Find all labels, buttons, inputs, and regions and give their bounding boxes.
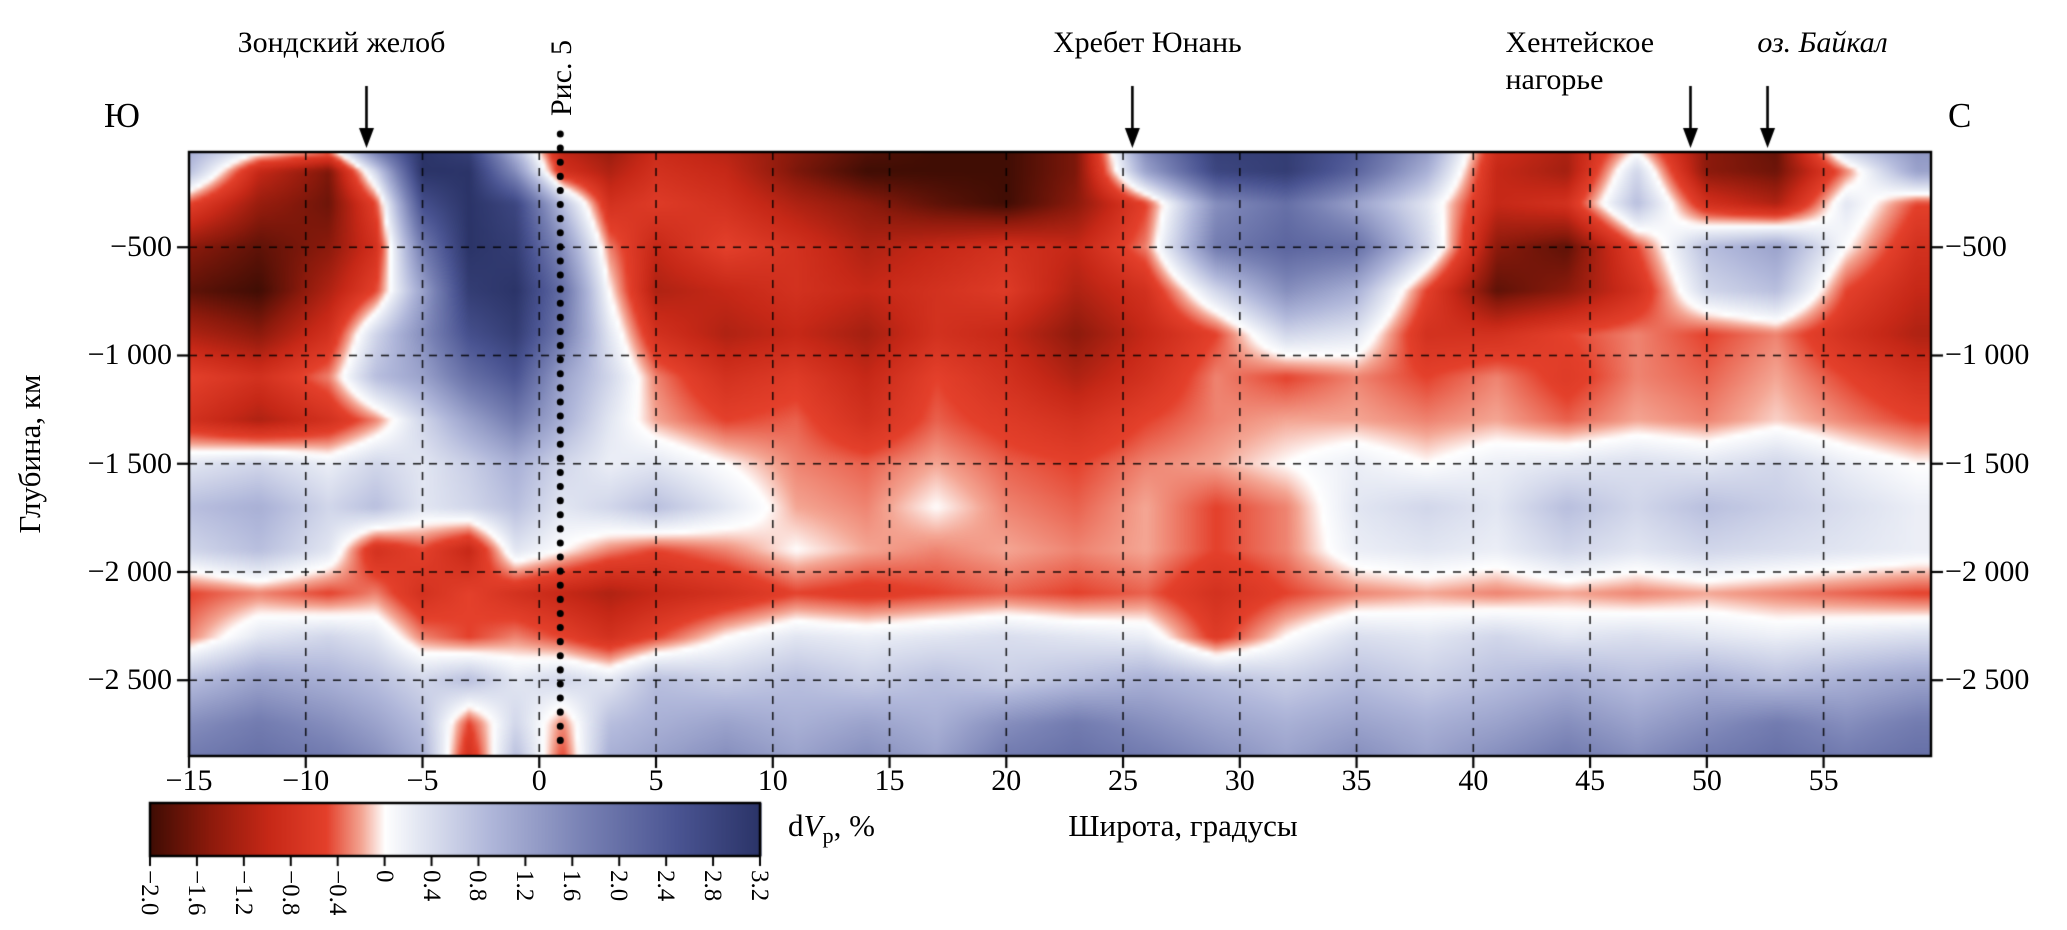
colorbar-tick-label: 0.4 (417, 870, 445, 902)
feature-annotation-line: Зондский желоб (237, 26, 446, 59)
feature-annotation-line: Хребет Юнань (1053, 26, 1242, 59)
feature-annotation: Зондский желоб (238, 24, 446, 61)
colorbar-tick-label: 3.2 (746, 870, 773, 902)
y-axis-tick-label-left: −2 000 (87, 554, 172, 588)
x-tick-label: −15 (165, 764, 213, 797)
colorbar-tick-label: −2.0 (136, 870, 163, 916)
colorbar-tick-label: 0.8 (464, 870, 492, 902)
x-tick-label: 50 (1691, 764, 1722, 797)
colorbar-tick-label: 1.2 (511, 870, 539, 902)
colorbar-tick-label: 2.8 (699, 870, 727, 902)
y-axis-tick-label-right: −2 500 (1945, 663, 2030, 697)
y-axis-title: Глубина, км (12, 374, 47, 534)
x-tick-label: 30 (1224, 764, 1255, 797)
colorbar-title-v: V (803, 808, 823, 843)
colorbar-tick-label: 2.0 (605, 870, 633, 902)
colorbar-title: dVp, % (788, 808, 875, 849)
colorbar-tick-label: −1.2 (229, 870, 257, 916)
x-tick-label: 55 (1808, 764, 1839, 797)
x-tick-label: 35 (1341, 764, 1372, 797)
y-axis-tick-label-right: −1 000 (1945, 338, 2030, 372)
colorbar-tick-label: 2.4 (652, 870, 680, 902)
x-tick-label: 25 (1108, 764, 1139, 797)
y-axis-tick-label-right: −500 (1945, 230, 2007, 264)
x-tick-label: −10 (282, 764, 330, 797)
x-tick-label: 40 (1458, 764, 1489, 797)
compass-south-label: Ю (104, 96, 140, 135)
colorbar-title-units: , % (833, 808, 875, 843)
colorbar-tick-label: 1.6 (558, 870, 586, 902)
x-tick-label: 20 (991, 764, 1022, 797)
feature-annotation: оз. Байкал (1757, 24, 1887, 61)
feature-annotation: Хребет Юнань (1053, 24, 1242, 61)
x-tick-label: −5 (406, 764, 439, 797)
y-axis-tick-label-right: −2 000 (1945, 554, 2030, 588)
colorbar-title-d: d (788, 808, 804, 843)
colorbar-tick-label: 0 (370, 870, 398, 883)
compass-north-label: С (1948, 96, 1972, 135)
x-axis-title: Широта, градусы (1068, 808, 1298, 843)
fig5-reference-label: Рис. 5 (545, 39, 578, 117)
y-axis-tick-label-left: −2 500 (87, 663, 172, 697)
colorbar-tick-label: −1.6 (182, 870, 210, 916)
x-tick-label: 10 (757, 764, 788, 797)
x-tick-label: 15 (874, 764, 905, 797)
x-tick-label: 5 (648, 764, 664, 797)
feature-annotation-line: нагорье (1505, 63, 1604, 96)
y-axis-tick-label-left: −500 (110, 230, 172, 264)
colorbar-tick-label: −0.4 (323, 870, 351, 916)
x-tick-label: 0 (531, 764, 547, 797)
colorbar-tick-label: −0.8 (276, 870, 304, 916)
feature-annotation-line: оз. Байкал (1757, 26, 1888, 59)
colorbar-title-p: p (822, 823, 834, 849)
feature-annotation: Хентейское нагорье (1505, 24, 1654, 98)
y-axis-tick-label-left: −1 500 (87, 446, 172, 480)
y-axis-tick-label-left: −1 000 (87, 338, 172, 372)
y-axis-tick-label-right: −1 500 (1945, 446, 2030, 480)
feature-annotation-line: Хентейское (1505, 26, 1655, 59)
x-tick-label: 45 (1575, 764, 1606, 797)
